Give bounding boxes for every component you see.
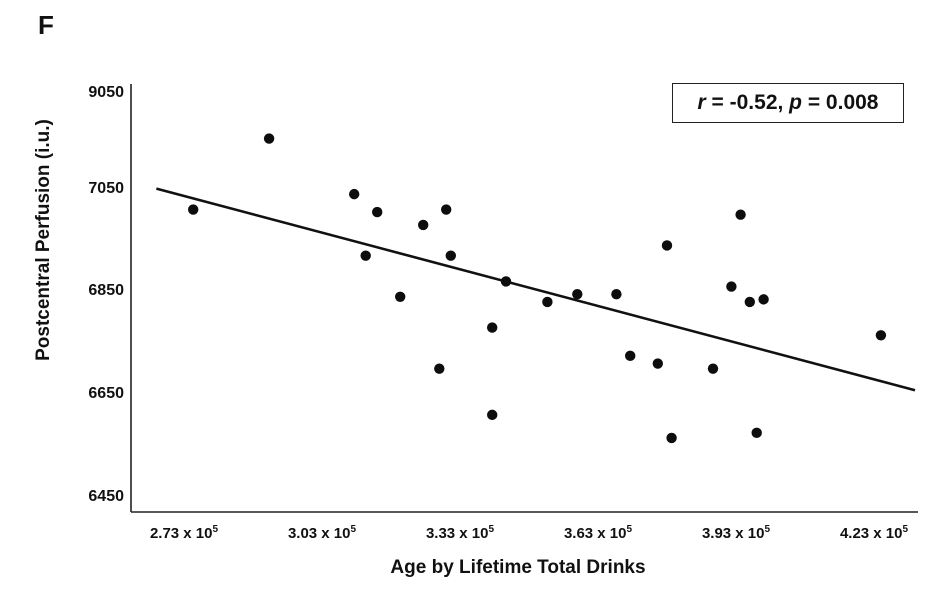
- panel-label: F: [38, 10, 54, 40]
- x-tick-label: 3.93 x 105: [701, 524, 771, 542]
- data-point: [360, 250, 371, 261]
- data-point: [500, 276, 512, 287]
- x-tick-label: 3.33 x 105: [425, 524, 495, 542]
- x-tick-label: 4.23 x 105: [839, 524, 909, 542]
- y-tick-label: 6450: [88, 488, 124, 505]
- y-tick-label: 9050: [88, 84, 124, 101]
- data-point: [744, 296, 755, 308]
- data-point: [372, 206, 383, 218]
- data-point: [441, 204, 452, 215]
- y-tick-label: 7050: [88, 180, 124, 197]
- data-point: [418, 219, 429, 231]
- data-point: [661, 240, 673, 251]
- y-tick-label: 6650: [88, 385, 124, 402]
- correlation-annotation: r = -0.52, p = 0.008: [672, 83, 904, 123]
- p-symbol: p: [789, 91, 802, 114]
- data-point: [652, 358, 663, 369]
- data-point: [625, 350, 636, 362]
- data-point: [875, 330, 887, 341]
- data-point: [188, 204, 199, 215]
- y-tick-label: 6850: [88, 282, 124, 299]
- data-point: [611, 289, 622, 300]
- data-point: [487, 322, 498, 333]
- data-point: [572, 289, 583, 300]
- r-value: = -0.52,: [705, 91, 790, 114]
- y-axis-label: Postcentral Perfusion (i.u.): [33, 119, 54, 361]
- data-point: [758, 294, 769, 305]
- data-point: [542, 296, 553, 308]
- x-tick-label: 2.73 x 105: [149, 524, 219, 542]
- r-symbol: r: [697, 91, 706, 114]
- data-point: [434, 363, 445, 374]
- data-point: [666, 432, 677, 444]
- x-tick-label: 3.63 x 105: [563, 524, 633, 542]
- data-point: [751, 427, 762, 439]
- data-point: [487, 409, 498, 421]
- data-point: [726, 281, 737, 292]
- data-point: [707, 363, 719, 374]
- x-tick-label: 3.03 x 105: [287, 524, 357, 542]
- p-value: = 0.008: [802, 91, 879, 114]
- data-point: [263, 133, 275, 144]
- data-point: [395, 291, 406, 302]
- data-point: [445, 250, 456, 261]
- regression-line: [156, 187, 916, 392]
- x-axis-label: Age by Lifetime Total Drinks: [390, 557, 646, 578]
- data-point: [735, 209, 746, 220]
- data-point: [349, 188, 360, 200]
